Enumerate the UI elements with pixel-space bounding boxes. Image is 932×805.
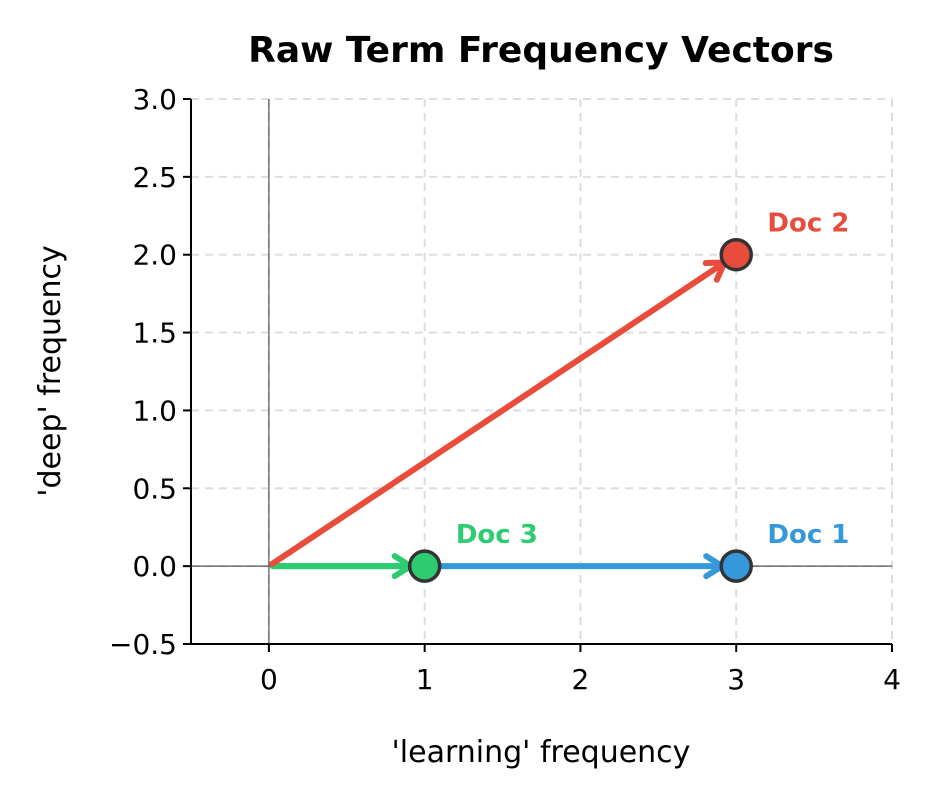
- x-tick-label: 4: [883, 663, 901, 696]
- data-point: [719, 237, 753, 272]
- grid: [191, 98, 893, 645]
- x-tick-label: 1: [416, 663, 434, 696]
- reference-lines: [191, 99, 892, 644]
- y-tick-label: 1.0: [132, 394, 177, 427]
- y-tick-label: 0.5: [132, 472, 177, 505]
- x-tick-label: 0: [260, 663, 278, 696]
- y-tick-label: 2.0: [132, 239, 177, 272]
- y-axis-label: 'deep' frequency: [33, 245, 68, 497]
- vector-arrow: [269, 259, 728, 567]
- data-label: Doc 1: [767, 520, 849, 550]
- y-tick-label: 3.0: [132, 83, 177, 116]
- data-label: Doc 2: [767, 209, 849, 239]
- data-label: Doc 3: [456, 520, 538, 550]
- vectors: Doc 1 Doc 3 Doc 2: [269, 209, 849, 583]
- y-tick-label: 0.0: [132, 550, 177, 583]
- x-tick-label: 3: [727, 663, 745, 696]
- data-point: [719, 549, 753, 583]
- x-axis-label: 'learning' frequency: [392, 735, 691, 770]
- x-tick-label: 2: [572, 663, 590, 696]
- data-point: [407, 549, 442, 583]
- y-tick-label: 2.5: [132, 161, 177, 194]
- y-tick-label: −0.5: [109, 628, 177, 661]
- axes: 0 1 2 3 4 −0.5 0.0 0.5 1.0 1.5 2.0 2.5 3.0: [109, 83, 901, 696]
- y-tick-label: 1.5: [132, 317, 177, 350]
- chart-title: Raw Term Frequency Vectors: [248, 30, 834, 71]
